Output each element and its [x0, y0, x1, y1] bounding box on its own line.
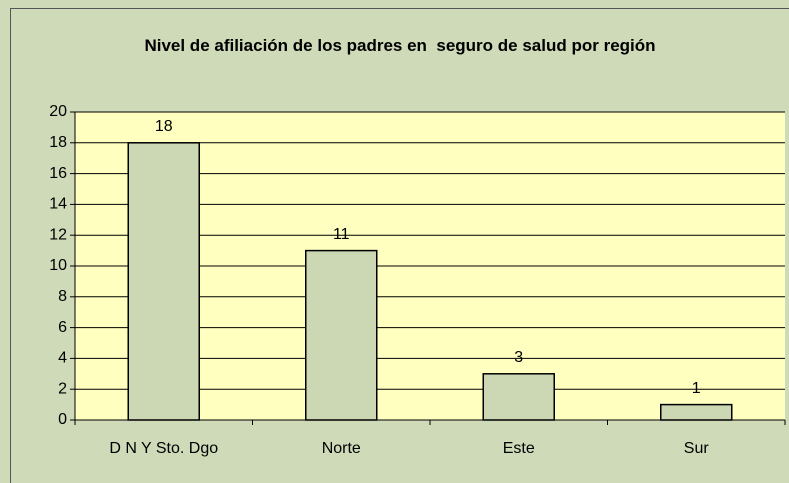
y-tick-label: 20: [49, 103, 67, 120]
y-tick-label: 18: [49, 134, 67, 151]
y-tick-label: 0: [58, 411, 67, 428]
y-tick-label: 12: [49, 226, 67, 243]
y-tick-label: 10: [49, 257, 67, 274]
y-tick-label: 4: [58, 350, 67, 367]
chart-frame: [10, 8, 789, 483]
x-tick-label: Este: [503, 440, 535, 457]
y-tick-label: 2: [58, 380, 67, 397]
bar: [127, 142, 200, 421]
data-label: 3: [514, 349, 523, 366]
bar: [660, 403, 733, 421]
chart-title: Nivel de afiliación de los padres en seg…: [144, 36, 656, 55]
x-tick-label: Sur: [684, 440, 710, 457]
bar: [305, 249, 378, 421]
data-label: 1: [692, 380, 701, 397]
data-label: 11: [333, 226, 350, 243]
y-tick-label: 14: [49, 196, 67, 213]
data-label: 18: [155, 118, 173, 135]
bar: [482, 373, 555, 421]
x-tick-label: D N Y Sto. Dgo: [109, 440, 218, 457]
y-tick-label: 16: [49, 165, 67, 182]
x-tick-label: Norte: [322, 440, 361, 457]
y-tick-label: 8: [58, 288, 67, 305]
y-tick-label: 6: [58, 319, 67, 336]
